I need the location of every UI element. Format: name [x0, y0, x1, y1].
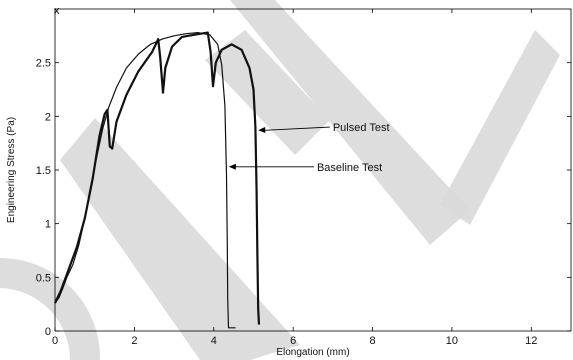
watermark-circle-arc [0, 258, 100, 360]
series-line-baseline-test [54, 32, 236, 329]
y-tick-label: 0 [45, 326, 51, 338]
annotation-group: Pulsed Test Baseline Test [228, 122, 390, 174]
x-tick-label: 6 [290, 335, 296, 347]
y-tick-label: 0.5 [36, 272, 51, 284]
watermark-overlay [0, 0, 560, 360]
x-tick-label: 0 [52, 335, 58, 347]
series-line-pulsed-test [54, 31, 261, 325]
annotation-label: Baseline Test [317, 162, 382, 174]
watermark-diagonal-band [230, 0, 470, 245]
x-axis-ticks: 0 2 4 6 8 10 12 [52, 9, 537, 347]
watermark-v-right-stroke [205, 30, 330, 155]
watermark-v-left-stroke [60, 118, 300, 360]
y-tick-label: 2 [45, 111, 51, 123]
y-axis-title: Engineering Stress (Pa) [6, 117, 17, 223]
annotation-arrow-head [258, 126, 266, 133]
x-tick-label: 2 [131, 335, 137, 347]
x-tick-label: 8 [369, 335, 375, 347]
annotation-label: Pulsed Test [333, 122, 390, 134]
y-tick-label: 1 [45, 219, 51, 231]
annotation-arrow-head [228, 163, 236, 170]
y-tick-label: 1.5 [36, 165, 51, 177]
x-tick-label: 4 [211, 335, 217, 347]
x-tick-label: 12 [525, 335, 537, 347]
x-tick-label: 10 [446, 335, 458, 347]
series-group [54, 31, 261, 329]
watermark-right-band [440, 30, 560, 225]
annotation-arrow-line [264, 126, 330, 131]
x-axis-title: Elongation (mm) [276, 347, 349, 358]
y-tick-label: 2.5 [36, 58, 51, 70]
y-exponent-label: x [54, 5, 60, 17]
y-axis-ticks: 0 0.5 1 1.5 2 2.5 [36, 58, 571, 338]
